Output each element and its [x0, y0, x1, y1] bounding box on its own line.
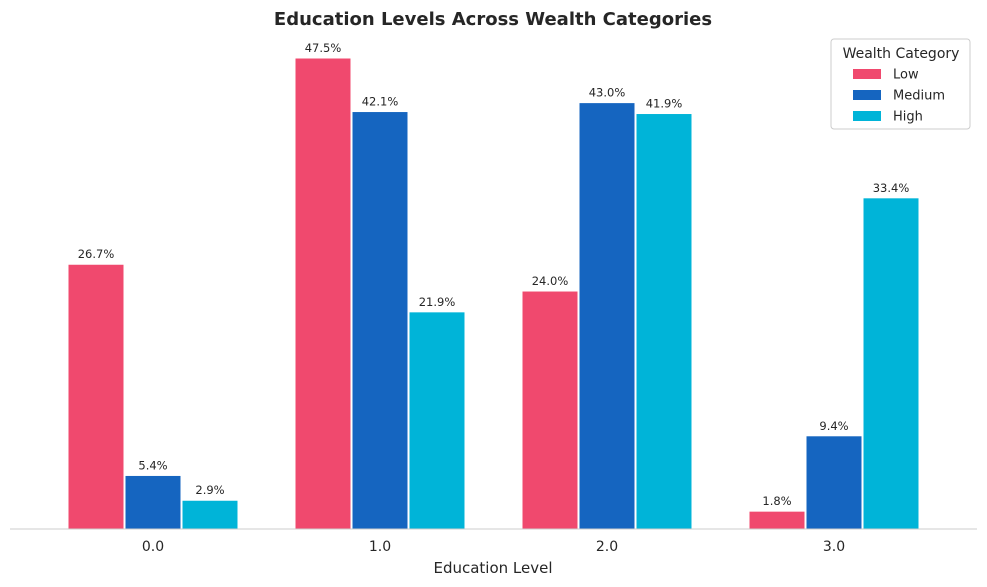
x-tick-label-3.0: 3.0 [823, 539, 845, 555]
value-label-medium-2.0: 43.0% [589, 86, 626, 100]
value-label-medium-1.0: 42.1% [362, 95, 399, 109]
bar-medium-3.0 [805, 435, 863, 530]
bar-low-2.0 [521, 290, 579, 530]
value-label-low-1.0: 47.5% [305, 41, 342, 55]
legend-swatch-high [853, 111, 881, 121]
value-label-high-1.0: 21.9% [419, 295, 456, 309]
legend-swatch-medium [853, 90, 881, 100]
bar-low-0.0 [67, 263, 125, 530]
bar-high-2.0 [635, 113, 693, 530]
value-label-high-2.0: 41.9% [646, 97, 683, 111]
value-label-high-0.0: 2.9% [195, 483, 224, 497]
legend-label-high: High [893, 110, 923, 125]
x-tick-label-2.0: 2.0 [596, 539, 618, 555]
bars-layer [67, 57, 920, 530]
value-label-high-3.0: 33.4% [873, 181, 910, 195]
x-axis-label: Education Level [433, 559, 552, 577]
bar-high-0.0 [181, 499, 239, 530]
bar-medium-1.0 [351, 111, 409, 530]
bar-medium-0.0 [124, 474, 182, 530]
x-ticks-layer: 0.0 1.0 2.0 3.0 [142, 539, 845, 555]
value-label-medium-3.0: 9.4% [819, 419, 848, 433]
value-label-low-0.0: 26.7% [78, 247, 115, 261]
value-labels-layer: 26.7% 5.4% 2.9% 47.5% 42.1% 21.9% 24.0% 43.0% 41… [78, 41, 910, 508]
bar-high-1.0 [408, 311, 466, 530]
value-label-low-3.0: 1.8% [762, 494, 791, 508]
legend-label-medium: Medium [893, 89, 945, 104]
legend-label-low: Low [893, 68, 919, 83]
chart-title: Education Levels Across Wealth Categorie… [274, 9, 712, 30]
value-label-medium-0.0: 5.4% [138, 458, 167, 472]
x-tick-label-0.0: 0.0 [142, 539, 164, 555]
bar-medium-2.0 [578, 102, 636, 530]
legend-box [830, 38, 971, 130]
legend: Wealth Category Low Medium High [830, 38, 971, 130]
x-tick-label-1.0: 1.0 [369, 539, 391, 555]
value-label-low-2.0: 24.0% [532, 274, 569, 288]
bar-low-3.0 [748, 510, 806, 530]
legend-swatch-low [853, 69, 881, 79]
legend-title: Wealth Category [843, 46, 960, 62]
bar-low-1.0 [294, 57, 352, 530]
bar-high-3.0 [862, 197, 920, 530]
